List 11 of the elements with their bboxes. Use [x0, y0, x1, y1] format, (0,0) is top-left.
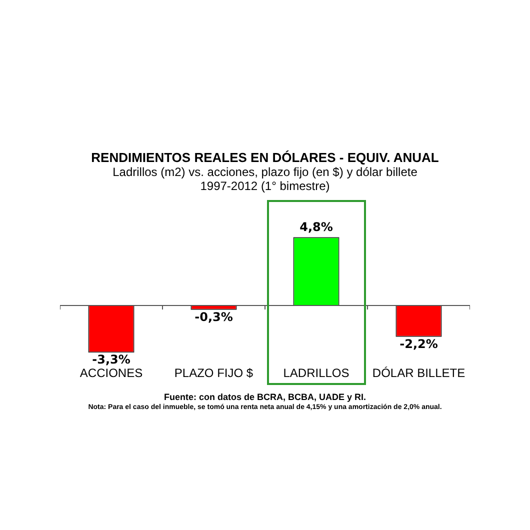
x-tick-label: DÓLAR BILLETE	[372, 366, 466, 380]
chart-title: RENDIMIENTOS REALES EN DÓLARES - EQUIV. ANUAL	[90, 150, 440, 165]
x-tick-label: ACCIONES	[80, 366, 143, 380]
data-label: 4,8%	[300, 220, 333, 234]
data-label: -3,3%	[92, 352, 130, 367]
source-note: Fuente: con datos de BCRA, BCBA, UADE y RI.	[162, 392, 367, 402]
x-tick-label: PLAZO FIJO $	[174, 366, 254, 380]
data-label: -2,2%	[400, 337, 438, 352]
x-tick-label: LADRILLOS	[283, 366, 350, 380]
chart-subtitle: Ladrillos (m2) vs. acciones, plazo fijo (en $) y dólar billete 1997-2012 (1° bimestre)	[112, 165, 418, 193]
data-label: -0,3%	[194, 310, 233, 324]
